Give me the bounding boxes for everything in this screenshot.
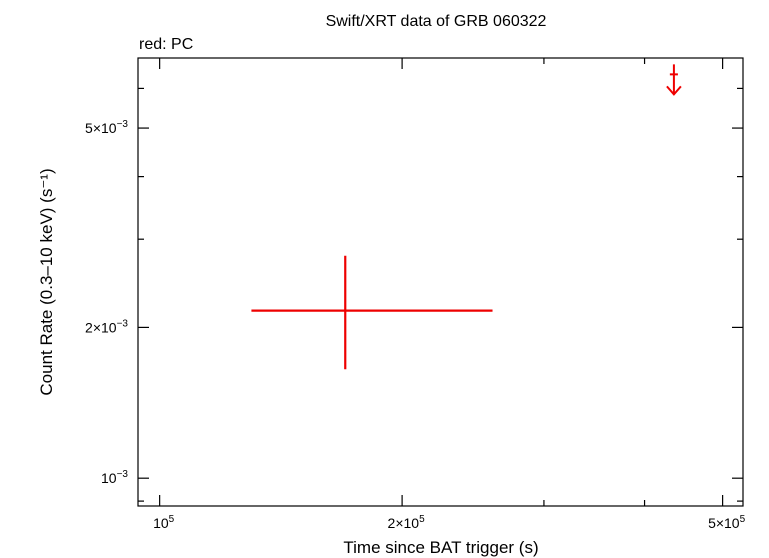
x-tick-label: 2×105 <box>388 514 426 531</box>
x-tick-label: 5×105 <box>708 514 746 531</box>
axis-ticks <box>138 58 743 506</box>
y-tick-label: 2×10−3 <box>85 318 128 335</box>
plot-frame <box>137 57 744 507</box>
tick-labels: 105 2×105 5×105 10−3 2×10−3 5×10−3 <box>85 119 746 531</box>
y-axis-label: Count Rate (0.3–10 keV) (s⁻¹) <box>37 168 56 395</box>
x-tick-label: 105 <box>153 514 175 531</box>
y-tick-label: 5×10−3 <box>85 119 128 136</box>
chart-subtitle: red: PC <box>139 36 193 53</box>
chart-title: Swift/XRT data of GRB 060322 <box>326 13 547 30</box>
data-marks <box>251 64 682 370</box>
upper-limit-arrow-head <box>666 85 682 96</box>
x-axis-label: Time since BAT trigger (s) <box>343 538 538 557</box>
y-tick-label: 10−3 <box>101 469 128 486</box>
